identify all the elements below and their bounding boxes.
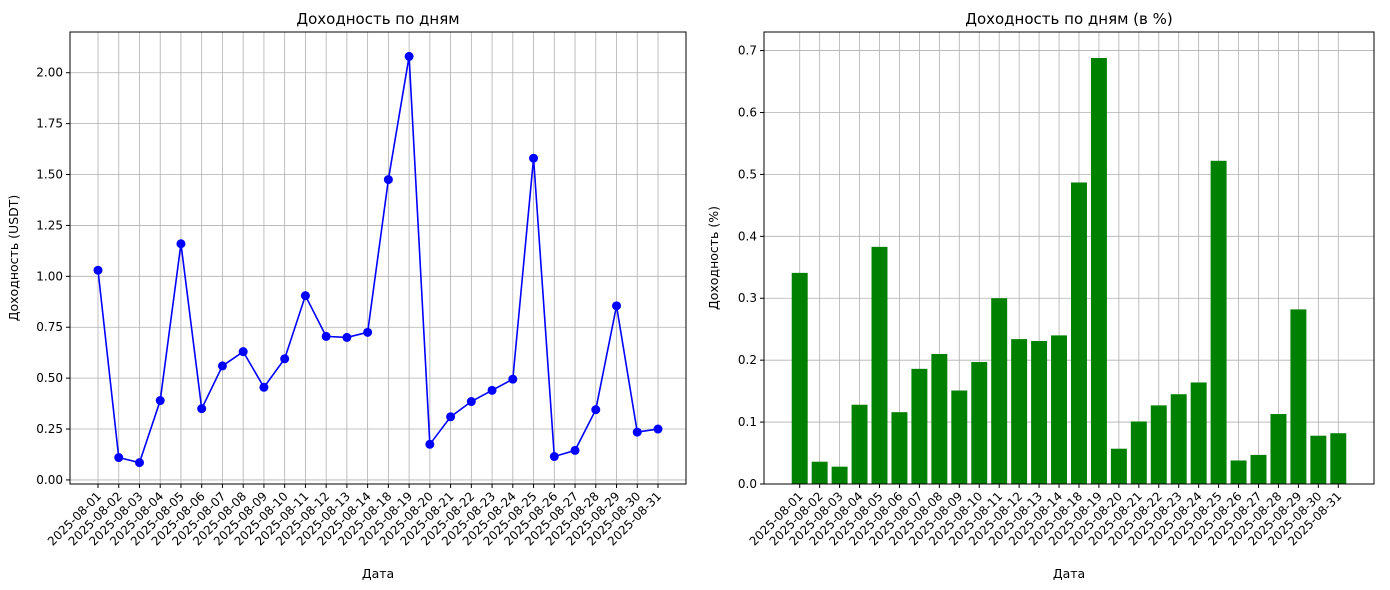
bar [791,272,808,484]
data-point [363,327,373,337]
data-point [466,397,476,407]
data-point [570,445,580,455]
chart-title: Доходность по дням [296,10,459,28]
data-point [342,332,352,342]
y-tick-label: 0.0 [738,477,757,491]
bar [851,404,868,484]
bar [1230,460,1247,484]
y-tick-label: 1.25 [36,218,63,232]
chart-title: Доходность по дням (в %) [965,10,1173,28]
series-line [97,56,659,464]
y-tick-label: 0.5 [738,167,757,181]
data-point [446,412,456,422]
bar [991,298,1008,484]
data-point [93,265,103,275]
y-tick-label: 0.75 [36,320,63,334]
data-point [632,427,642,437]
x-axis-label: Дата [362,566,394,581]
bar [1310,435,1327,484]
bar-chart: 0.00.10.20.30.40.50.60.72025-08-012025-0… [706,10,1375,581]
y-tick-label: 0.4 [738,229,757,243]
data-point [404,51,414,61]
data-point [155,396,165,406]
bar [1190,382,1207,484]
x-axis-label: Дата [1053,566,1085,581]
bar [871,246,888,484]
y-tick-label: 2.00 [36,66,63,80]
bar [1031,340,1048,484]
bar [971,362,988,484]
bar [1150,405,1167,484]
y-tick-label: 1.50 [36,168,63,182]
bar [1051,335,1068,484]
data-point [238,347,248,357]
data-point [114,453,124,463]
y-tick-label: 0.1 [738,415,757,429]
data-point [321,331,331,341]
data-point [508,374,518,384]
data-point [280,354,290,364]
bar [831,466,848,484]
y-tick-label: 0.7 [738,44,757,58]
data-point [259,382,269,392]
bar [1090,58,1107,484]
data-point [529,153,539,163]
y-tick-label: 1.00 [36,269,63,283]
data-point [487,385,497,395]
plot-frame [763,31,1375,485]
data-point [591,405,601,415]
y-tick-label: 0.3 [738,291,757,305]
bar [1290,309,1307,484]
bar [1130,421,1147,484]
y-tick-label: 0.2 [738,353,757,367]
bar [811,461,828,484]
bar [931,353,948,484]
data-point [383,175,393,185]
data-point [300,291,310,301]
bar [1070,182,1087,485]
bar [1330,433,1347,484]
data-point [549,452,559,462]
data-point [217,361,227,371]
bar [1011,339,1028,484]
data-point [176,239,186,249]
data-point [134,458,144,468]
y-tick-label: 1.75 [36,117,63,131]
data-point [612,301,622,311]
y-axis-label: Доходность (%) [706,206,721,310]
bar [1110,448,1127,484]
y-tick-label: 0.25 [36,422,63,436]
bar [891,412,908,484]
data-point [425,439,435,449]
data-point [197,404,207,414]
bar [1270,414,1287,484]
y-tick-label: 0.00 [36,473,63,487]
bar [1210,160,1227,484]
data-point [653,424,663,434]
bar [1170,394,1187,484]
bar [1250,454,1267,484]
line-chart: 0.000.250.500.751.001.251.501.752.002025… [6,10,687,581]
bar [951,390,968,484]
plot-frame [69,31,687,485]
y-tick-label: 0.50 [36,371,63,385]
y-axis-label: Доходность (USDT) [6,195,21,322]
y-tick-label: 0.6 [738,105,757,119]
bar [911,368,928,484]
